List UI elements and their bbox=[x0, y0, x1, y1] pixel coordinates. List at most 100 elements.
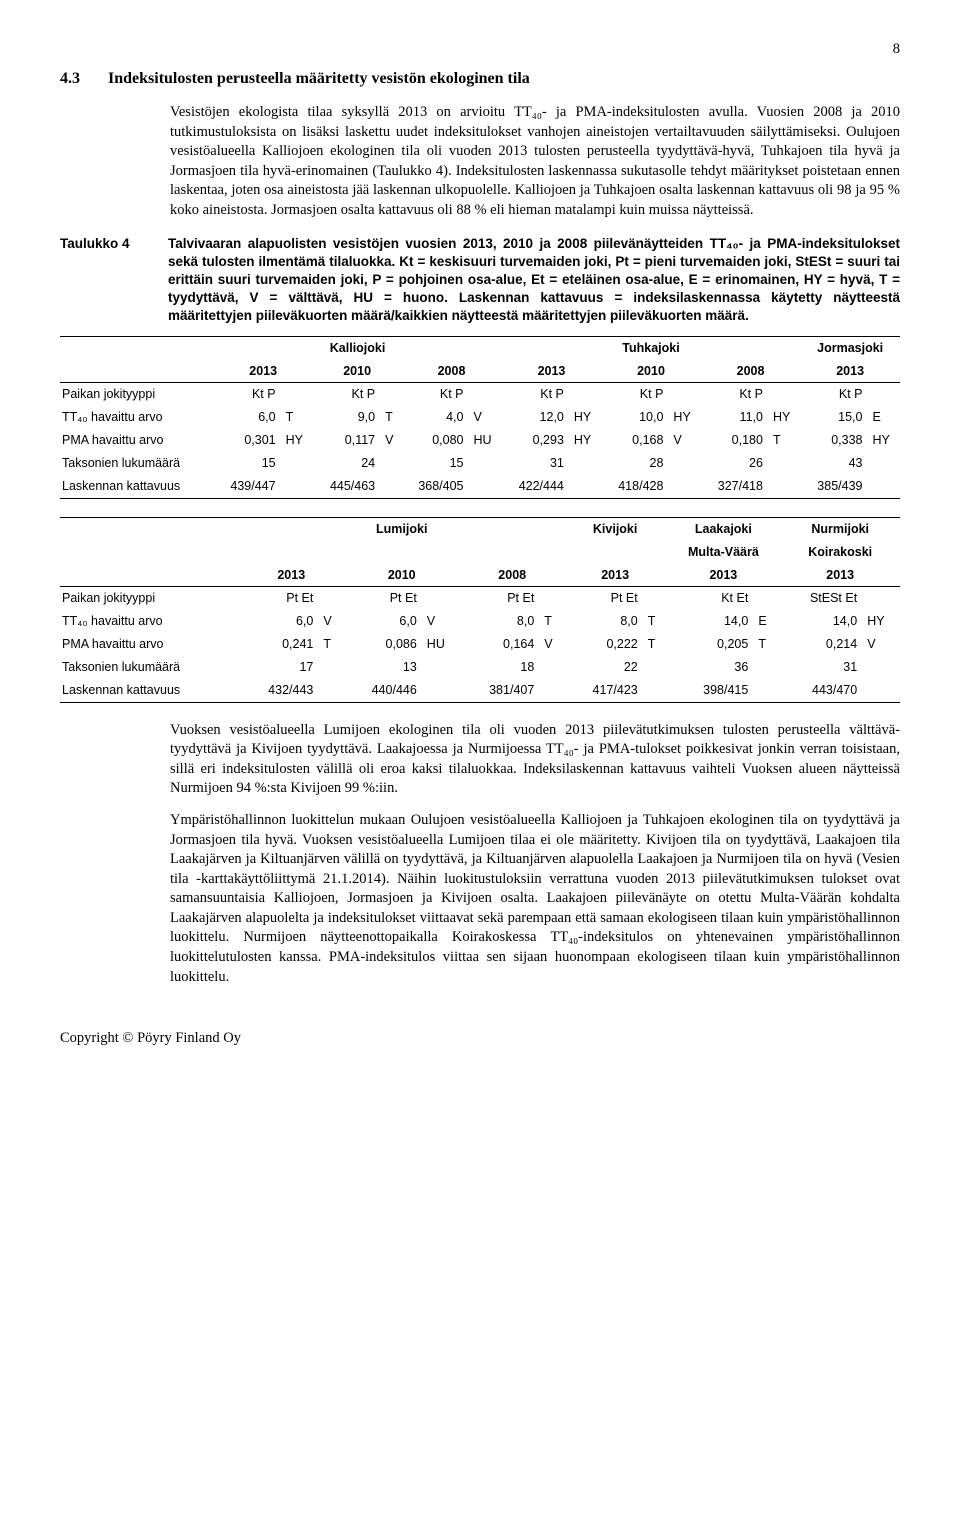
table-cell-value: 22 bbox=[564, 656, 644, 679]
t2-sub-multa: Multa-Väärä bbox=[666, 541, 780, 564]
table-cell-value: 18 bbox=[460, 656, 540, 679]
table-cell-class: HU bbox=[423, 633, 461, 656]
table-cell-class: V bbox=[470, 406, 502, 429]
table-cell-class: E bbox=[868, 406, 900, 429]
table-cell-value: 9,0 bbox=[313, 406, 381, 429]
t2-group-laakajoki: Laakajoki bbox=[666, 517, 780, 540]
table-cell-value: 13 bbox=[343, 656, 423, 679]
table-caption-label: Taulukko 4 bbox=[60, 235, 150, 326]
table-cell-value: 418/428 bbox=[601, 475, 669, 498]
table-cell-value: 31 bbox=[502, 452, 570, 475]
table-cell-class bbox=[423, 679, 461, 702]
table-cell-class bbox=[381, 383, 401, 406]
table-cell-class bbox=[282, 383, 313, 406]
table-cell-value: 11,0 bbox=[701, 406, 769, 429]
paragraph-2: Vuoksen vesistöalueella Lumijoen ekologi… bbox=[170, 721, 900, 799]
table-cell-value: 0,164 bbox=[460, 633, 540, 656]
table-cell-value: 398/415 bbox=[666, 679, 754, 702]
table-cell-value: 31 bbox=[780, 656, 863, 679]
table-cell-class: HY bbox=[570, 429, 601, 452]
table-cell-class bbox=[319, 656, 343, 679]
table-cell-value: Kt P bbox=[502, 383, 570, 406]
table-cell-value: Kt P bbox=[601, 383, 669, 406]
year-header: 2013 bbox=[502, 360, 602, 383]
row-label: Laskennan kattavuus bbox=[60, 475, 213, 498]
table-cell-class: T bbox=[540, 610, 564, 633]
t2-group-lumijoki: Lumijoki bbox=[240, 517, 564, 540]
year-header: 2010 bbox=[343, 564, 461, 587]
table-cell-class: HY bbox=[769, 406, 800, 429]
table-cell-class bbox=[868, 475, 900, 498]
year-header: 2010 bbox=[601, 360, 701, 383]
table-cell-value: 4,0 bbox=[401, 406, 469, 429]
table-cell-class: HY bbox=[282, 429, 313, 452]
table-cell-value: 26 bbox=[701, 452, 769, 475]
table-cell-class bbox=[644, 587, 667, 610]
section-title: Indeksitulosten perusteella määritetty v… bbox=[108, 68, 530, 90]
row-label: Paikan jokityyppi bbox=[60, 383, 213, 406]
table-cell-value: 0,222 bbox=[564, 633, 644, 656]
year-header: 2008 bbox=[401, 360, 501, 383]
table-cell-class: HY bbox=[868, 429, 900, 452]
row-label: TT₄₀ havaittu arvo bbox=[60, 610, 240, 633]
t2-group-nurmijoki: Nurmijoki bbox=[780, 517, 900, 540]
year-header: 2008 bbox=[701, 360, 801, 383]
table-cell-value: 417/423 bbox=[564, 679, 644, 702]
table-cell-value: 6,0 bbox=[343, 610, 423, 633]
table-cell-value: 381/407 bbox=[460, 679, 540, 702]
table-cell-value: 0,205 bbox=[666, 633, 754, 656]
section-number: 4.3 bbox=[60, 68, 80, 90]
table-cell-value: 15 bbox=[401, 452, 469, 475]
table-cell-class bbox=[754, 587, 780, 610]
table-cell-class bbox=[319, 587, 343, 610]
table-cell-class bbox=[570, 475, 601, 498]
table-cell-class bbox=[868, 383, 900, 406]
row-label: PMA havaittu arvo bbox=[60, 429, 213, 452]
year-header: 2013 bbox=[240, 564, 343, 587]
table-cell-value: Kt P bbox=[401, 383, 469, 406]
year-header: 2013 bbox=[800, 360, 900, 383]
table-cell-class bbox=[669, 475, 700, 498]
table-cell-value: 440/446 bbox=[343, 679, 423, 702]
table-cell-class bbox=[769, 475, 800, 498]
table-cell-value: 0,241 bbox=[240, 633, 320, 656]
table-cell-value: 36 bbox=[666, 656, 754, 679]
table-cell-value: 6,0 bbox=[213, 406, 281, 429]
table-cell-class: V bbox=[669, 429, 700, 452]
t1-group-jormasjoki: Jormasjoki bbox=[800, 336, 900, 359]
year-header: 2013 bbox=[780, 564, 900, 587]
table-cell-value: Kt P bbox=[800, 383, 868, 406]
table-cell-class: V bbox=[319, 610, 343, 633]
table-cell-value: Kt Et bbox=[666, 587, 754, 610]
table-cell-value: 0,293 bbox=[502, 429, 570, 452]
table-cell-value: 385/439 bbox=[800, 475, 868, 498]
table-cell-value: 0,301 bbox=[213, 429, 281, 452]
table-cell-class bbox=[282, 475, 313, 498]
table-cell-value: Pt Et bbox=[460, 587, 540, 610]
data-table-1: Kalliojoki Tuhkajoki Jormasjoki 20132010… bbox=[60, 336, 900, 499]
table-cell-value: Kt P bbox=[213, 383, 281, 406]
table-cell-value: 24 bbox=[313, 452, 381, 475]
table-cell-class bbox=[644, 679, 667, 702]
year-header: 2008 bbox=[460, 564, 563, 587]
table-cell-value: 327/418 bbox=[701, 475, 769, 498]
table-cell-class: V bbox=[423, 610, 461, 633]
table-cell-class bbox=[570, 452, 601, 475]
row-label: PMA havaittu arvo bbox=[60, 633, 240, 656]
table-cell-class bbox=[863, 656, 900, 679]
page-number: 8 bbox=[60, 40, 900, 60]
t1-group-tuhkajoki: Tuhkajoki bbox=[502, 336, 801, 359]
table-cell-class: T bbox=[644, 610, 667, 633]
table-cell-value: StESt Et bbox=[780, 587, 863, 610]
table-cell-class bbox=[863, 679, 900, 702]
year-header: 2010 bbox=[313, 360, 401, 383]
paragraph-1: Vesistöjen ekologista tilaa syksyllä 201… bbox=[170, 103, 900, 220]
table-cell-class: T bbox=[381, 406, 401, 429]
table-cell-value: 43 bbox=[800, 452, 868, 475]
table-cell-class bbox=[470, 452, 502, 475]
year-header: 2013 bbox=[564, 564, 666, 587]
table-cell-class: HY bbox=[570, 406, 601, 429]
table-cell-value: 0,338 bbox=[800, 429, 868, 452]
table-cell-class bbox=[669, 383, 700, 406]
table-cell-class bbox=[381, 475, 401, 498]
